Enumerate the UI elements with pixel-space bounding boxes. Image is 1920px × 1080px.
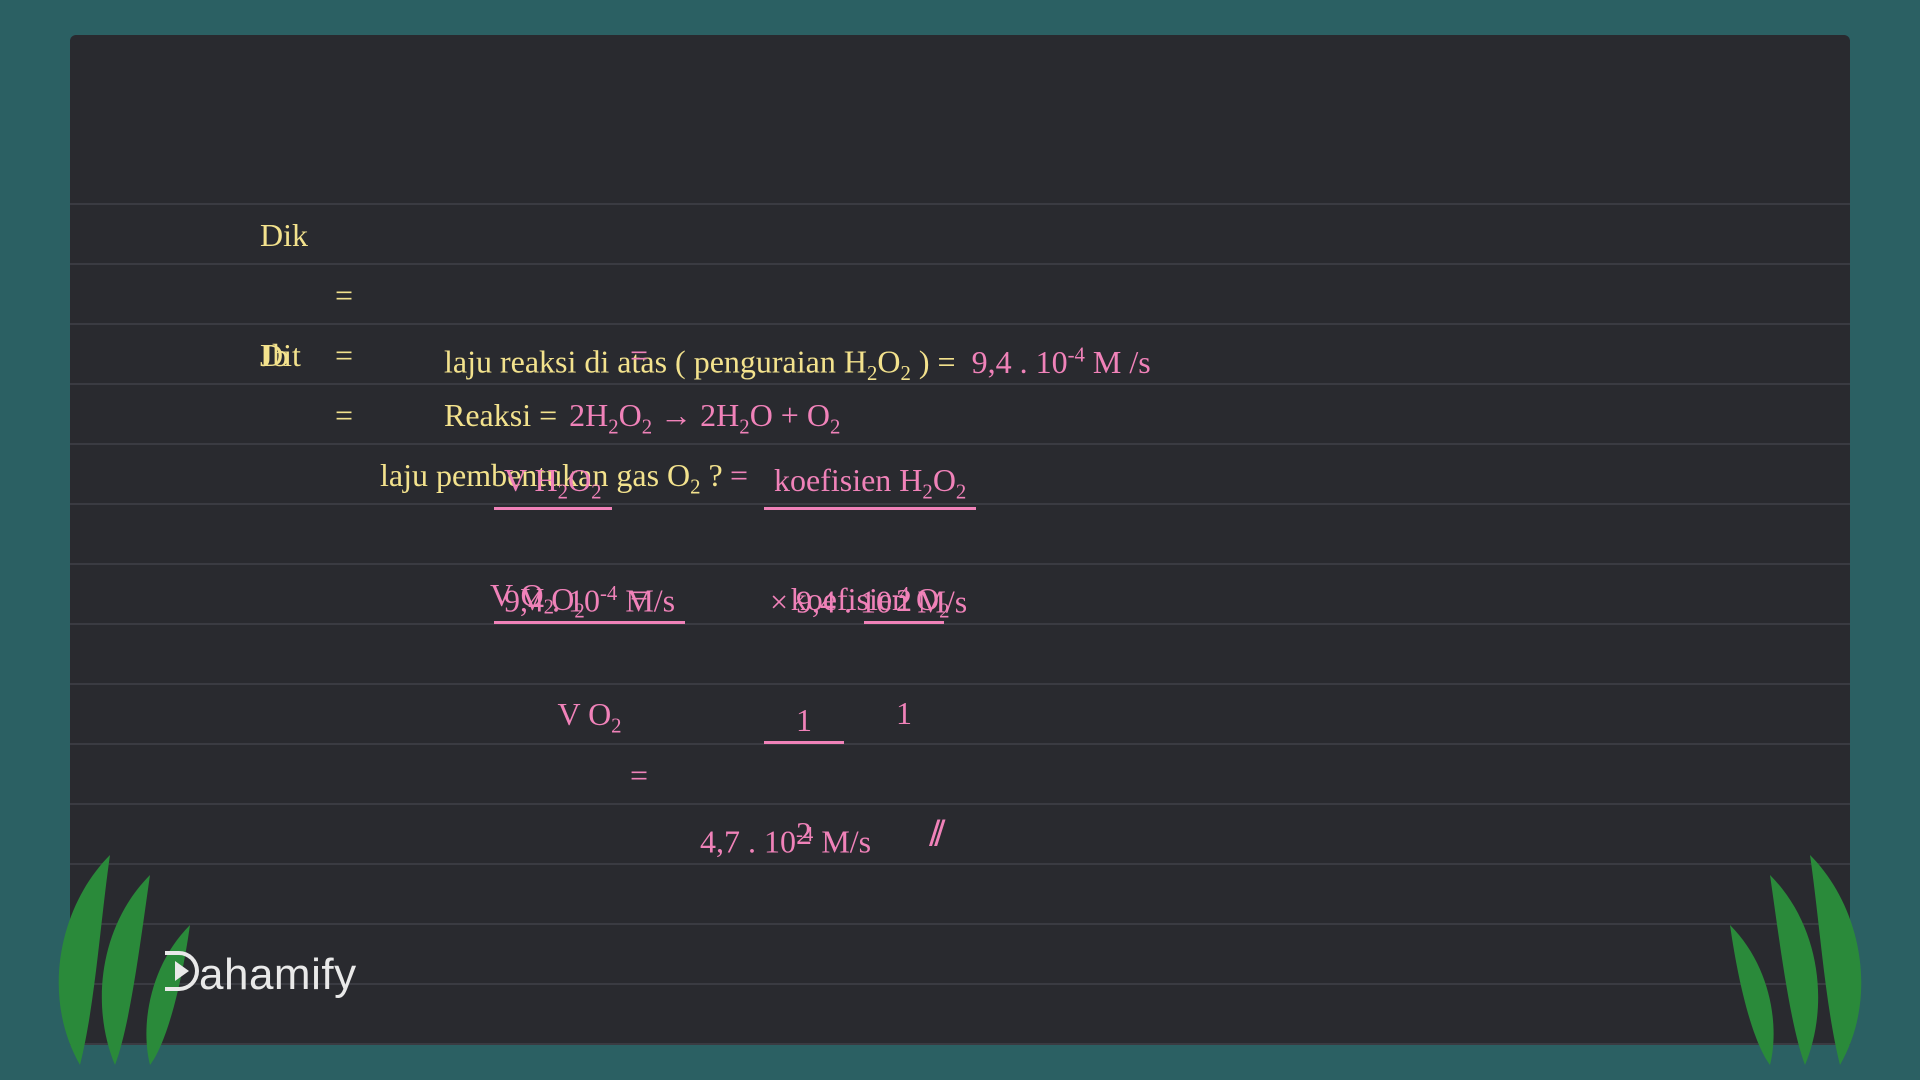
- chalkboard: Dik = Reaksi = 2H2O2 → 2H2O + O2 laju re…: [70, 35, 1850, 1045]
- handwritten-content: Dik = Reaksi = 2H2O2 → 2H2O + O2 laju re…: [70, 145, 1850, 805]
- leaf-right-icon: [1700, 845, 1880, 1065]
- line-jb-fracs: Jb = V H2O2 V O2 = koefisien H2O2 koefis…: [70, 325, 1850, 445]
- label-jb: Jb: [260, 325, 288, 385]
- vo2-lhs: V O2: [490, 565, 554, 637]
- eq-frac-mid-2: =: [730, 445, 748, 505]
- brand-name: ahamify: [199, 950, 357, 999]
- result-value: 4,7 . 10-4 M/s: [700, 805, 871, 872]
- line-end-mark: ⫽: [70, 745, 1850, 805]
- line-vo2-solve: V O2 = 1 2 × 9,4 . 10-4 M/s: [70, 565, 1850, 685]
- eq-vo2: =: [630, 565, 648, 625]
- play-icon: [165, 951, 199, 995]
- line-dik-reaksi: Dik = Reaksi = 2H2O2 → 2H2O + O2: [70, 145, 1850, 205]
- brand-logo: ahamify: [165, 950, 357, 1000]
- line-numeric-frac: 9,4 . 10-4 M/s V O2 = 2 1: [70, 445, 1850, 565]
- eq-frac-mid-1: =: [630, 325, 648, 385]
- line-laju-penguraian: laju reaksi di atas ( penguraian H2O2 ) …: [70, 205, 1850, 265]
- eq-3: =: [335, 325, 353, 385]
- line-dit: Dit = laju pembentukan gas O2 ?: [70, 265, 1850, 325]
- line-result: = 4,7 . 10-4 M/s: [70, 685, 1850, 745]
- times-rate: × 9,4 . 10-4 M/s: [770, 565, 967, 632]
- end-mark: ⫽: [930, 805, 937, 865]
